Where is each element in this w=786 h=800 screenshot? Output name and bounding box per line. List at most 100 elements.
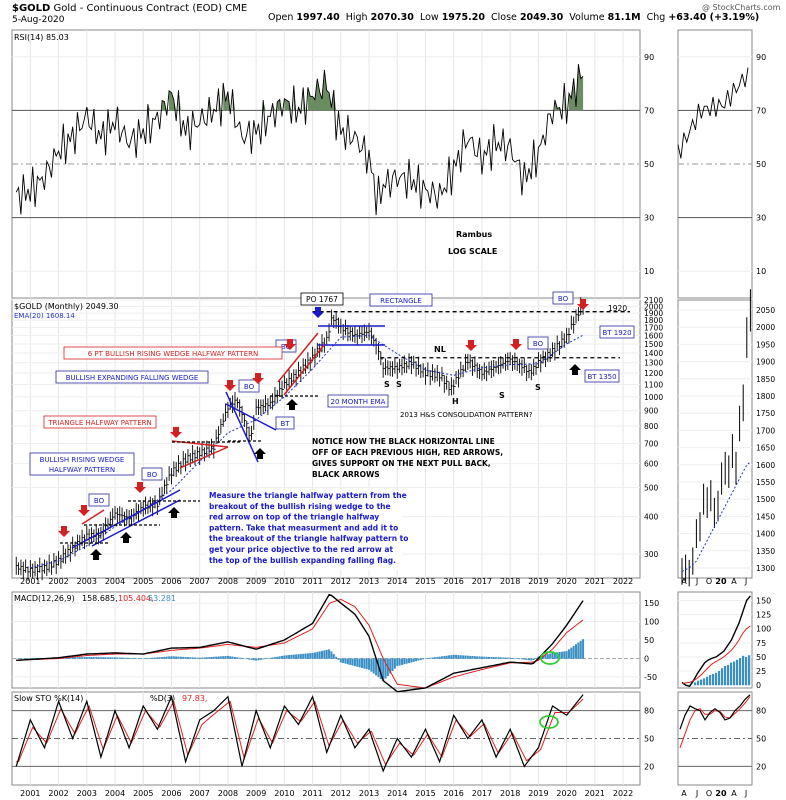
mini-macd-tick-label: 0 [756, 681, 761, 690]
macd-tick-label: 0 [644, 654, 649, 663]
macd-hist-bar [102, 657, 105, 659]
macd-hist-bar [513, 658, 516, 659]
bo-label-2019: BO [533, 340, 544, 348]
red-triangle-bottom [179, 446, 229, 469]
price-tick-label: 1400 [644, 349, 663, 358]
macd-hist-bar [372, 658, 375, 674]
macd-hist-bar [417, 658, 420, 661]
x-tick-label: 2009 [246, 789, 266, 798]
macd-label: MACD(12,26,9) [14, 594, 75, 603]
macd-hist-bar [248, 658, 251, 660]
macd-hist-bar [226, 655, 229, 659]
macd-hist-bar [288, 655, 291, 659]
price-tick-label: 1300 [644, 359, 663, 368]
x-tick-label: 2013 [359, 789, 379, 798]
price-tick-label: 1200 [644, 369, 663, 378]
x-tick-label: 2003 [77, 789, 97, 798]
x-tick-label: 2005 [133, 577, 153, 586]
bo-label-2003: BO [94, 497, 105, 505]
sto-label: Slow STO %K(14) [14, 694, 83, 703]
macd-hist-bar [241, 658, 244, 659]
bo-label-2019-box [527, 336, 549, 350]
macd-hist-bar [353, 658, 356, 667]
macd-hist-bar [210, 656, 213, 659]
mini-macd-tick-label: 150 [756, 596, 771, 605]
macd-hist-bar [290, 654, 293, 659]
macd-hist-bar [360, 658, 363, 668]
macd-hist-bar [238, 657, 241, 659]
bt-label-2009-box [275, 416, 295, 430]
macd-hist-bar [337, 658, 340, 660]
rsi-tick-label: 50 [644, 160, 654, 169]
macd-hist-bar [125, 657, 128, 659]
measure-text-line: the breakout of the triangle halfway pat… [209, 534, 408, 543]
macd-hist-bar [186, 657, 189, 659]
notice-text-line: OFF OF EACH PREVIOUS HIGH, RED ARROWS, [312, 448, 503, 457]
macd-hist-bar [292, 654, 295, 659]
macd-hist-bar [577, 642, 580, 659]
ema-label: EMA(20) 1608.14 [14, 312, 75, 320]
blue-rising-wedge-1 [71, 489, 181, 549]
red-wedge-upper [277, 332, 319, 383]
mini-sto-tick-label: 50 [756, 735, 766, 744]
mini-x-tick-label: A [681, 577, 687, 586]
mini-x-tick-label: J [744, 789, 747, 798]
rsi-tick-label: 70 [644, 106, 654, 115]
rsi-tick-label: 30 [644, 214, 654, 223]
mini-macd-hist-bar [745, 656, 748, 686]
macd-hist-bar [518, 658, 521, 660]
macd-hist-bar [553, 652, 556, 659]
macd-hist-bar [250, 658, 253, 660]
macd-hist-bar [271, 657, 274, 659]
macd-hist-bar [328, 649, 331, 659]
macd-hist-bar [31, 658, 34, 659]
macd-line [16, 593, 584, 693]
mini-macd-hist-bar [703, 678, 706, 686]
macd-hist-bar [450, 655, 453, 659]
price-tick-label: 800 [644, 422, 659, 431]
mini-macd-tick-label: 75 [756, 639, 766, 648]
mini-x-tick-label: A [731, 789, 737, 798]
notice-text-line: GIVES SUPPORT ON THE NEXT PULL BACK, [312, 459, 491, 468]
macd-hist-bar [346, 658, 349, 665]
macd-hist-bar [483, 656, 486, 659]
macd-hist-bar [370, 658, 373, 672]
brw-label-2: HALFWAY PATTERN [49, 466, 115, 474]
bo-label-2008-box [238, 379, 260, 393]
rsi-tick-label: 10 [644, 267, 654, 276]
mini-macd-tick-label: 25 [756, 667, 766, 676]
mini-macd-tick-label: 125 [756, 611, 771, 620]
red-arrow [252, 373, 264, 384]
macd-hist-bar [490, 656, 493, 659]
po-box [300, 292, 344, 306]
bo-label-2020-box [552, 291, 574, 305]
macd-hist-bar [351, 658, 354, 666]
macd-hist-bar [283, 655, 286, 659]
x-tick-label: 2020 [556, 577, 576, 586]
macd-hist-bar [252, 658, 255, 661]
macd-hist-bar [389, 658, 392, 674]
annotations: Rambus LOG SCALE PO 1767 RECTANGLE BO 1920 BT … [29, 230, 635, 729]
macd-hist-bar [466, 655, 469, 659]
black-arrow [569, 364, 581, 375]
macd-hist-bar [302, 653, 305, 659]
mini-macd-tick-label: 100 [756, 625, 771, 634]
notice-text-line: BLACK ARROWS [312, 470, 380, 479]
level-1920-label: 1920 [608, 304, 627, 313]
black-arrow [90, 549, 102, 560]
bo-label-2003-box [88, 493, 110, 507]
macd-hist-bar [405, 658, 408, 664]
macd-hist-bar [523, 658, 526, 660]
bt-label-2009: BT [280, 420, 290, 428]
macd-hist-bar [276, 656, 279, 659]
macd-hist-bar [495, 657, 498, 659]
macd-hist-bar [299, 654, 302, 659]
macd-hist-bar [175, 656, 178, 659]
macd-signal-value: 105.404, [118, 594, 154, 603]
macd-tick-label: 150 [644, 599, 659, 608]
tri-label-box [43, 415, 157, 429]
macd-hist-bar [111, 657, 114, 659]
macd-hist-bar [422, 658, 425, 660]
mini-macd-hist-bar [742, 655, 745, 686]
macd-signal-line [16, 598, 584, 689]
